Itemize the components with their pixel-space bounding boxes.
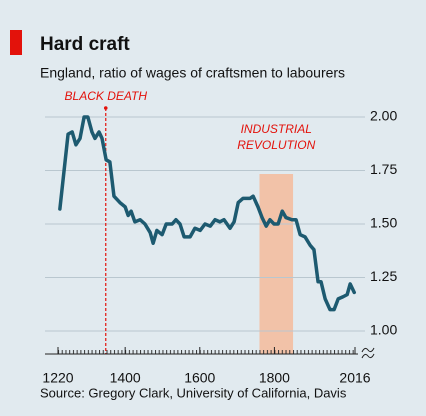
y-tick-label: 1.25 — [370, 268, 397, 284]
x-tick-label: 2016 — [339, 370, 370, 386]
annotation-label: INDUSTRIAL — [241, 122, 312, 136]
accent-bar — [10, 30, 22, 55]
y-tick-label: 1.50 — [370, 215, 397, 231]
annotation-label: REVOLUTION — [237, 138, 315, 152]
x-tick-label: 1600 — [184, 370, 215, 386]
data-line — [58, 115, 357, 312]
annotation-label: BLACK DEATH — [65, 89, 148, 103]
chart-subtitle: England, ratio of wages of craftsmen to … — [40, 65, 345, 81]
y-tick-label: 2.00 — [370, 108, 397, 124]
chart-title: Hard craft — [40, 34, 130, 55]
minor-ticks — [58, 350, 355, 354]
source: Source: Gregory Clark, University of Cal… — [40, 385, 347, 400]
y-tick-label: 1.00 — [370, 322, 397, 338]
event-dot — [103, 106, 108, 110]
period-shade — [259, 174, 294, 354]
y-tick-label: 1.75 — [370, 161, 397, 177]
axis-break — [361, 347, 375, 359]
x-tick-label: 1800 — [259, 370, 290, 386]
plot: INDUSTRIAL REVOLUTION 1.00 1.25 1.50 1.75 2.00… — [42, 89, 397, 386]
x-tick-label: 1400 — [110, 370, 141, 386]
x-tick-label: 1220 — [42, 370, 73, 386]
